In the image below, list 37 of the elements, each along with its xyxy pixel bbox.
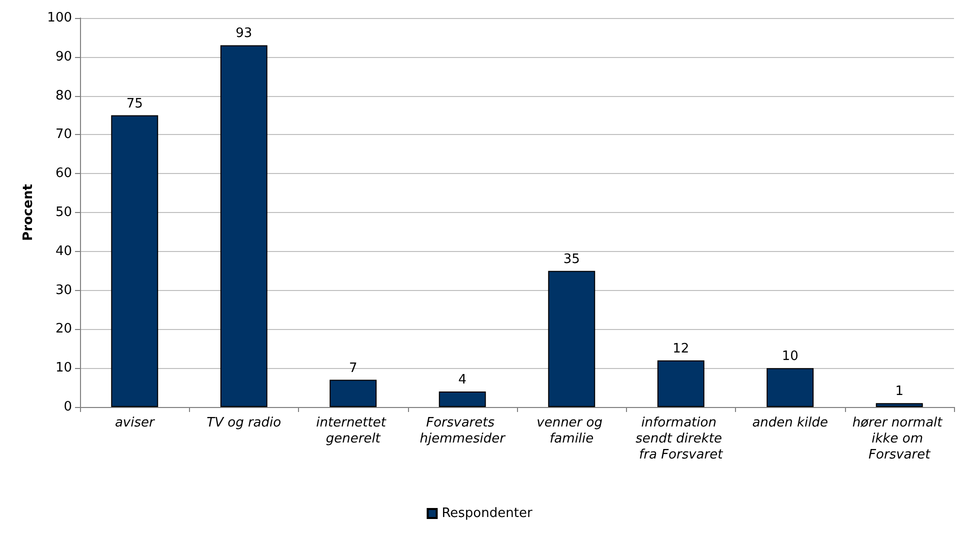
bar (766, 368, 814, 407)
bar (330, 380, 377, 407)
x-tick-label: venner og familie (536, 416, 607, 446)
data-label: 12 (672, 341, 690, 356)
bar (438, 391, 486, 407)
data-label: 75 (126, 96, 143, 112)
x-tick-label: Forsvarets hjemmesider (420, 416, 507, 446)
bar (548, 270, 596, 407)
data-label: 7 (348, 360, 358, 376)
y-tick-label: 90 (55, 49, 72, 64)
x-tick-label: TV og radio (206, 416, 282, 430)
data-label: 10 (782, 349, 798, 364)
y-tick-label: 10 (55, 360, 72, 376)
y-tick-label: 70 (55, 127, 72, 142)
x-tick-label: information sendt direkte fra Forsvaret (636, 416, 726, 462)
y-tick-label: 50 (55, 205, 72, 220)
y-tick-label: 20 (55, 322, 72, 337)
x-tick-label: hører normalt ikke om Forsvaret (852, 416, 946, 462)
y-tick-label: 40 (55, 244, 72, 259)
y-tick-label: 0 (64, 400, 72, 414)
y-tick-label: 60 (55, 166, 72, 182)
legend-label: Respondenter (442, 506, 533, 521)
bar (876, 403, 923, 407)
bar (111, 115, 158, 407)
data-label: 93 (236, 26, 252, 42)
x-tick-label: anden kilde (752, 416, 828, 430)
data-label: 4 (458, 372, 467, 388)
x-tick-label: internettet generelt (316, 416, 390, 446)
data-label: 35 (563, 252, 580, 267)
y-tick-label: 80 (55, 88, 72, 104)
bar (220, 45, 268, 407)
y-axis-title: Procent (21, 184, 36, 241)
y-tick-label: 100 (47, 10, 72, 26)
y-tick-label: 30 (55, 282, 72, 298)
bar (657, 360, 704, 407)
x-tick-label: aviser (114, 416, 156, 430)
data-label: 1 (895, 384, 904, 400)
